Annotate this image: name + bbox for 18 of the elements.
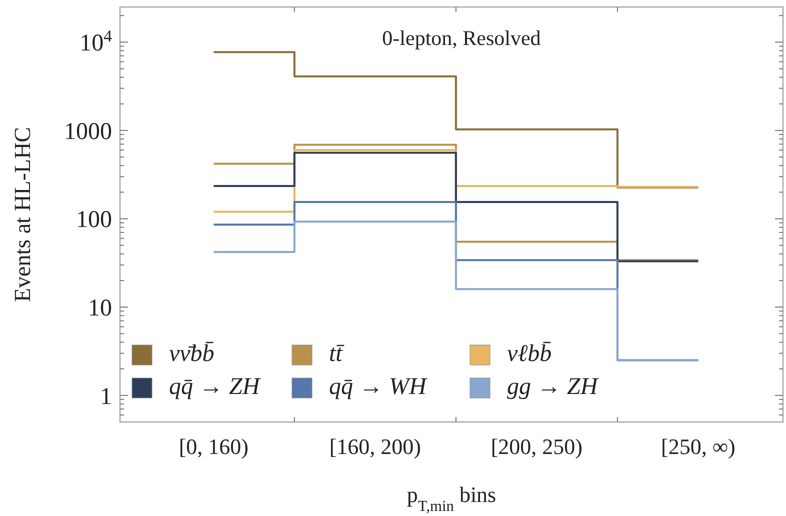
text: 0-lepton, Resolved [382,26,542,50]
y-axis-title: Events at HL-LHC [10,126,35,302]
y-tick-label: 1 [100,384,112,410]
legend-label: νℓbb̄ [507,341,552,367]
x-tick-label: [200, 250) [490,434,583,459]
y-tick-label: 10$^{4}$ [80,26,113,57]
x-tick-label: [160, 200) [329,434,422,459]
legend-label: qq̄ → WH [329,374,428,400]
legend-label: qq̄ → ZH [169,374,262,400]
legend-label: νν̄bb̄ [169,341,214,367]
x-tick-label: [0, 160) [178,434,249,459]
y-tick-label: 10 [88,295,112,322]
y-tick-label: 100 [76,207,112,234]
x-tick-label: [250, ∞) [661,434,736,459]
legend-label: tt̄ [329,341,344,367]
x-axis-title: p$_{T,min}$ bins [406,482,496,514]
legend-label: gg → ZH [507,374,600,400]
y-tick-label: 1000 [64,118,112,145]
